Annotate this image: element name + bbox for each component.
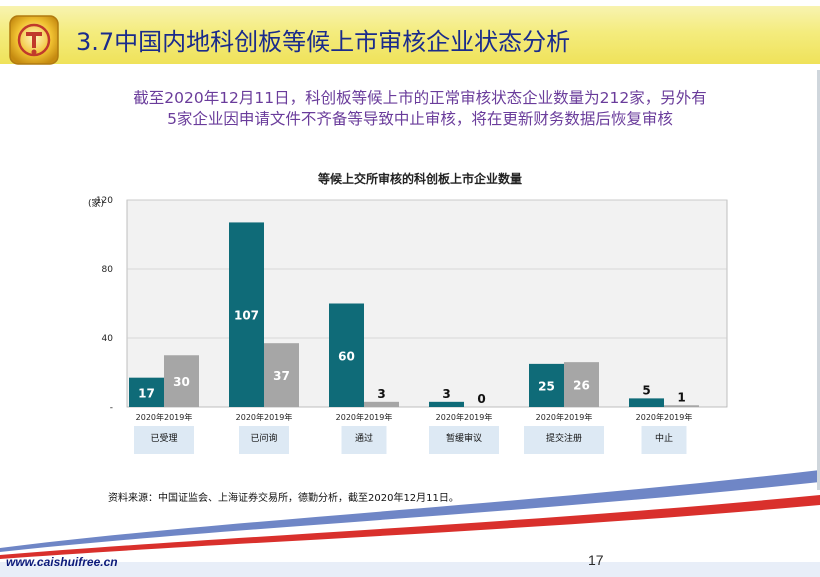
footer-swoosh-white-2: [0, 505, 820, 577]
bar-value-label: 0: [477, 392, 485, 406]
x-sub-label: 2020年2019年: [536, 412, 593, 422]
page-title: 3.7中国内地科创板等候上市审核企业状态分析: [76, 28, 571, 56]
bar-2020: [329, 303, 364, 407]
bar-value-label: 25: [538, 379, 555, 393]
x-sub-label: 2020年2019年: [336, 412, 393, 422]
bar-value-label: 107: [234, 309, 259, 323]
source-note: 资料来源：中国证监会、上海证券交易所，德勤分析，截至2020年12月11日。: [108, 493, 459, 504]
footer-url-link[interactable]: www.caishuifree.cn: [6, 555, 118, 569]
y-tick-label: 80: [102, 265, 114, 275]
x-sub-label: 2020年2019年: [136, 412, 193, 422]
bar-value-label: 30: [173, 375, 190, 389]
category-label: 已问询: [250, 432, 277, 444]
category-box: [429, 426, 499, 454]
bar-2020: [229, 222, 264, 407]
bar-2019: [264, 343, 299, 407]
right-edge-strip: [817, 70, 820, 490]
grid-lines: [127, 199, 727, 339]
category-box: [341, 426, 387, 454]
category-label: 中止: [655, 432, 673, 444]
category-label: 通过: [355, 432, 373, 444]
summary-line-2: 5家企业因申请文件不齐备等导致中止审核，将在更新财务数据后恢复审核: [167, 110, 673, 128]
x-sub-label: 2020年2019年: [236, 412, 293, 422]
category-box: [524, 426, 604, 454]
y-tick-label: 120: [96, 196, 113, 206]
y-axis-unit-label: (家): [88, 197, 104, 209]
y-tick-label: -: [110, 403, 113, 413]
bar-value-label: 17: [138, 386, 155, 400]
summary-text: 截至2020年12月11日，科创板等候上市的正常审核状态企业数量为212家，另外…: [70, 88, 770, 130]
category-box: [239, 426, 289, 454]
bar-2020: [529, 363, 564, 407]
category-boxes: 2020年2019年已受理2020年2019年已问询2020年2019年通过20…: [134, 412, 692, 454]
bar-value-label: 3: [377, 387, 385, 401]
category-box: [134, 426, 194, 454]
category-label: 暂缓审议: [446, 432, 482, 444]
bar-2019: [164, 355, 199, 407]
title-bar: 3.7中国内地科创板等候上市审核企业状态分析: [0, 6, 820, 65]
bars: [129, 222, 699, 407]
summary-line-1: 截至2020年12月11日，科创板等候上市的正常审核状态企业数量为212家，另外…: [133, 89, 707, 107]
y-tick-label: 40: [102, 334, 114, 344]
x-sub-label: 2020年2019年: [636, 412, 693, 422]
bar-value-label: 26: [573, 379, 590, 393]
bar-2019: [664, 405, 699, 407]
bar-2019: [364, 401, 399, 407]
footer-band: [0, 562, 820, 577]
chart-title: 等候上交所审核的科创板上市企业数量: [317, 171, 522, 186]
category-label: 已受理: [150, 432, 177, 444]
bar-value-label: 3: [442, 387, 450, 401]
bar-2019: [564, 362, 599, 407]
bar-value-label: 1: [677, 390, 685, 404]
bar-2020: [129, 377, 164, 407]
bar-value-label: 37: [273, 369, 290, 383]
bar-2020: [629, 398, 664, 407]
page-number: 17: [588, 552, 604, 568]
axis-labels: - 40 80 120: [96, 196, 113, 413]
x-sub-label: 2020年2019年: [436, 412, 493, 422]
bar-value-label: 5: [642, 383, 650, 397]
category-box: [641, 426, 687, 454]
category-label: 提交注册: [546, 432, 582, 444]
bar-2020: [429, 401, 464, 407]
logo-emblem-icon: [9, 15, 59, 65]
plot-area: [126, 199, 728, 408]
bar-value-label: 60: [338, 349, 355, 363]
